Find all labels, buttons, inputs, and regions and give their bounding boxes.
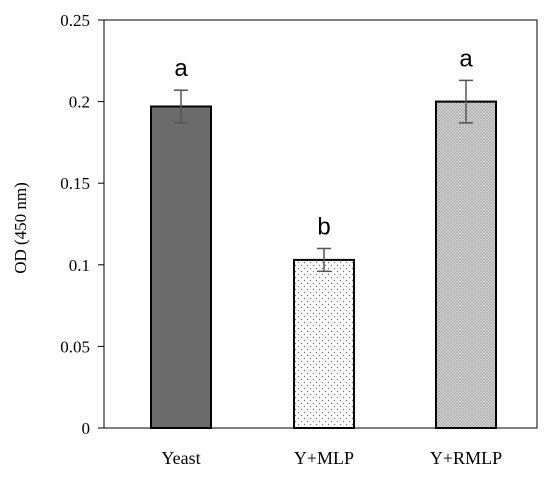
x-axis-category-labels: Yeast Y+MLP Y+RMLP xyxy=(161,448,502,468)
y-tick-label: 0 xyxy=(82,419,91,438)
y-tick-label: 0.1 xyxy=(69,256,90,275)
bar xyxy=(293,258,355,429)
significance-labels: a b a xyxy=(174,45,473,240)
y-tick-label: 0.25 xyxy=(60,11,90,30)
category-label: Y+MLP xyxy=(294,448,354,468)
category-label: Y+RMLP xyxy=(430,448,502,468)
y-tick-label: 0.05 xyxy=(60,337,90,356)
y-tick-label: 0.15 xyxy=(60,174,90,193)
y-tick-label: 0.2 xyxy=(69,93,90,112)
y-axis-ticks xyxy=(98,19,104,429)
significance-label: a xyxy=(174,55,188,82)
significance-label: a xyxy=(459,45,473,72)
error-bars xyxy=(174,79,473,273)
bar xyxy=(435,100,497,429)
significance-label: b xyxy=(317,213,330,240)
category-label: Yeast xyxy=(161,448,200,468)
bar xyxy=(150,105,212,429)
y-axis-tick-labels: 0 0.05 0.1 0.15 0.2 0.25 xyxy=(60,11,90,438)
y-axis-title: OD (450 nm) xyxy=(11,182,30,274)
